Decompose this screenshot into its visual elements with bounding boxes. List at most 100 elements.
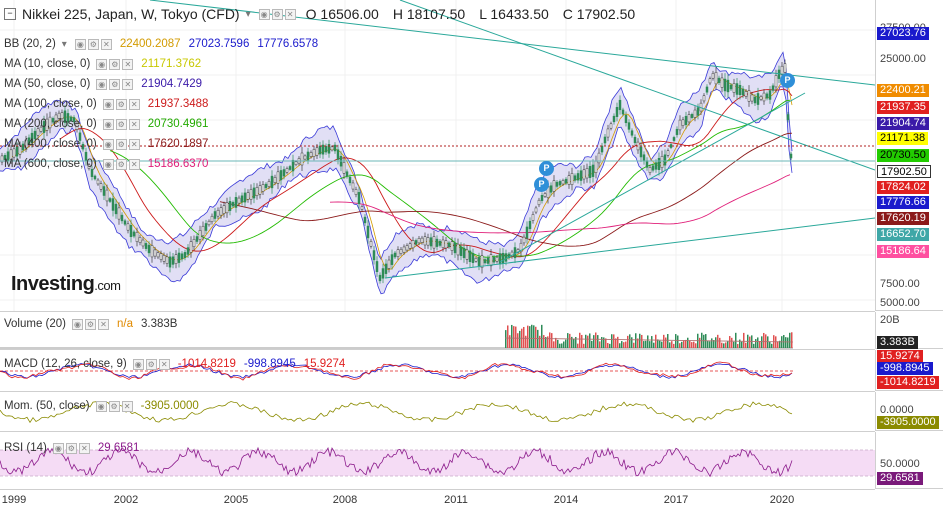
trend-line-upper	[149, 0, 875, 86]
candle-body	[615, 107, 619, 117]
ohlc-h: H 18107.50	[392, 6, 466, 22]
eye-icon[interactable]: ◉	[102, 138, 114, 150]
close-icon[interactable]: ✕	[128, 98, 140, 110]
volume-bar	[663, 334, 665, 348]
eye-icon[interactable]: ◉	[72, 318, 84, 330]
volume-bar	[515, 326, 517, 348]
candle-body	[657, 158, 661, 170]
eye-icon[interactable]: ◉	[74, 38, 86, 50]
candle-body	[87, 164, 91, 169]
eye-icon[interactable]: ◉	[258, 8, 270, 20]
candle-body	[483, 259, 487, 264]
candle-body	[96, 179, 100, 185]
chevron-down-icon[interactable]: ▾	[61, 38, 67, 50]
eye-icon[interactable]: ◉	[96, 78, 108, 90]
rsi-pane[interactable]: RSI (14) ◉ ⚙ ✕ 29.6581	[0, 432, 875, 490]
close-icon[interactable]: ✕	[158, 358, 170, 370]
close-icon[interactable]: ✕	[128, 138, 140, 150]
gear-icon[interactable]: ⚙	[271, 8, 283, 20]
candle-body	[51, 118, 55, 123]
volume-bar	[527, 325, 529, 348]
close-icon[interactable]: ✕	[122, 78, 134, 90]
eye-icon[interactable]: ◉	[132, 358, 144, 370]
candle-body	[438, 240, 442, 246]
momentum-pane[interactable]: Mom. (50, close) ◉ ⚙ ✕ -3905.0000	[0, 392, 875, 432]
candle-body	[738, 84, 742, 96]
gear-icon[interactable]: ⚙	[145, 358, 157, 370]
volume-bar	[517, 333, 519, 348]
gear-icon[interactable]: ⚙	[115, 98, 127, 110]
ma-200-line	[109, 99, 791, 258]
candle-body	[198, 230, 202, 240]
volume-scale[interactable]: 20B 3.383B	[875, 312, 943, 349]
rsi-value: 29.6581	[97, 442, 140, 454]
macd-scale[interactable]: 15.9274 -998.8945 -1014.8219	[875, 350, 943, 391]
volume-bar	[769, 341, 771, 348]
volume-tag: 3.383B	[877, 336, 918, 349]
candle-body	[201, 225, 205, 237]
momentum-value: -3905.0000	[140, 400, 199, 412]
close-icon[interactable]: ✕	[98, 318, 110, 330]
eye-icon[interactable]: ◉	[102, 118, 114, 130]
gear-icon[interactable]: ⚙	[109, 58, 121, 70]
gear-icon[interactable]: ⚙	[87, 38, 99, 50]
volume-bar	[713, 340, 715, 348]
candle-body	[630, 130, 634, 136]
gear-icon[interactable]: ⚙	[109, 78, 121, 90]
volume-bar	[721, 342, 723, 348]
chevron-down-icon[interactable]: ▾	[245, 8, 251, 20]
gear-icon[interactable]: ⚙	[108, 400, 120, 412]
close-icon[interactable]: ✕	[122, 58, 134, 70]
time-axis[interactable]: 1999 2002 2005 2008 2011 2014 2017 2020	[0, 490, 875, 509]
candle-body	[594, 161, 598, 173]
candle-body	[621, 109, 625, 115]
gear-icon[interactable]: ⚙	[65, 442, 77, 454]
candle-body	[66, 113, 70, 123]
candle-body	[420, 237, 424, 243]
volume-bar	[579, 332, 581, 348]
price-scale[interactable]: 27500.00 25000.00 7500.00 5000.00 27023.…	[875, 0, 943, 311]
volume-bar	[651, 336, 653, 348]
candle-body	[135, 232, 139, 242]
momentum-scale[interactable]: 0.0000 -3905.0000	[875, 392, 943, 431]
ma-100-line	[59, 88, 793, 258]
gear-icon[interactable]: ⚙	[115, 118, 127, 130]
close-icon[interactable]: ✕	[284, 8, 296, 20]
candle-body	[324, 146, 328, 153]
marker-p-icon[interactable]: P	[539, 161, 554, 176]
eye-icon[interactable]: ◉	[52, 442, 64, 454]
marker-p-icon[interactable]: P	[780, 73, 795, 88]
candle-body	[591, 164, 595, 177]
indicator-name: MA (10, close, 0)	[4, 58, 91, 70]
eye-icon[interactable]: ◉	[102, 98, 114, 110]
candle-body	[693, 109, 697, 118]
price-chart-svg	[0, 0, 875, 311]
macd-tag: -998.8945	[877, 362, 933, 375]
candle-body	[633, 136, 637, 144]
gear-icon[interactable]: ⚙	[115, 138, 127, 150]
candle-body	[159, 253, 163, 260]
gear-icon[interactable]: ⚙	[85, 318, 97, 330]
price-pane[interactable]: − Nikkei 225, Japan, W, Tokyo (CFD) ▾ ◉ …	[0, 0, 875, 312]
gear-icon[interactable]: ⚙	[115, 158, 127, 170]
marker-p-icon[interactable]: P	[534, 177, 549, 192]
close-icon[interactable]: ✕	[128, 158, 140, 170]
candle-body	[459, 246, 463, 256]
volume-bar	[641, 334, 643, 348]
close-icon[interactable]: ✕	[128, 118, 140, 130]
close-icon[interactable]: ✕	[121, 400, 133, 412]
macd-pane[interactable]: MACD (12, 26, close, 9) ◉ ⚙ ✕ -1014.8219…	[0, 350, 875, 392]
eye-icon[interactable]: ◉	[96, 58, 108, 70]
eye-icon[interactable]: ◉	[102, 158, 114, 170]
candle-body	[489, 254, 493, 267]
close-icon[interactable]: ✕	[78, 442, 90, 454]
volume-bar	[711, 338, 713, 348]
volume-bar	[715, 337, 717, 348]
eye-icon[interactable]: ◉	[95, 400, 107, 412]
collapse-icon[interactable]: −	[4, 8, 16, 20]
indicator-name: MA (100, close, 0)	[4, 98, 97, 110]
volume-bar	[589, 333, 591, 348]
rsi-scale[interactable]: 50.0000 29.6581	[875, 432, 943, 489]
volume-pane[interactable]: Volume (20) ◉ ⚙ ✕ n/a 3.383B	[0, 312, 875, 350]
close-icon[interactable]: ✕	[100, 38, 112, 50]
